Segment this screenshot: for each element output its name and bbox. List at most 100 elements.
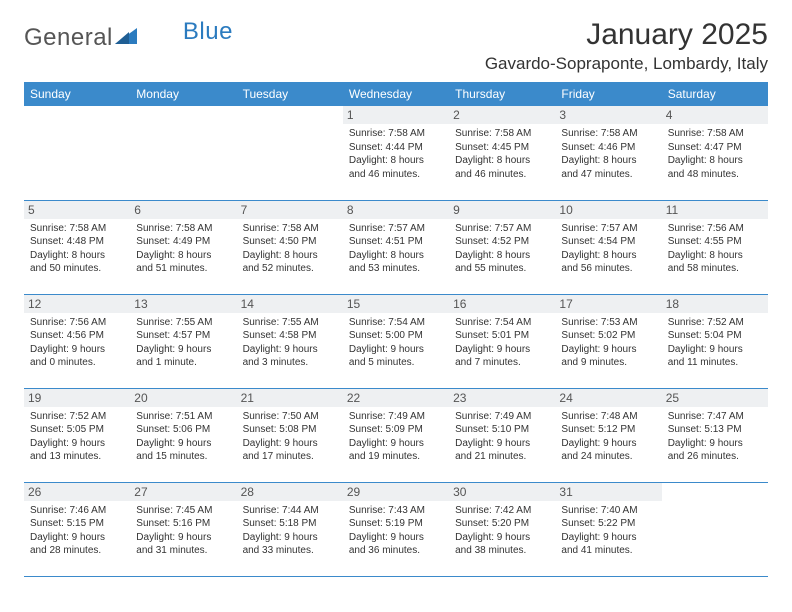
calendar-cell [24, 106, 130, 200]
day-d1: Daylight: 8 hours [30, 249, 124, 263]
day-sunset: Sunset: 4:46 PM [561, 141, 655, 155]
day-sunrise: Sunrise: 7:54 AM [349, 316, 443, 330]
day-detail: Sunrise: 7:43 AMSunset: 5:19 PMDaylight:… [349, 504, 443, 558]
day-detail: Sunrise: 7:40 AMSunset: 5:22 PMDaylight:… [561, 504, 655, 558]
day-d1: Daylight: 8 hours [561, 249, 655, 263]
day-d1: Daylight: 9 hours [668, 343, 762, 357]
weekday-header: Wednesday [343, 82, 449, 106]
day-d2: and 47 minutes. [561, 168, 655, 182]
day-detail: Sunrise: 7:57 AMSunset: 4:51 PMDaylight:… [349, 222, 443, 276]
day-detail: Sunrise: 7:58 AMSunset: 4:50 PMDaylight:… [243, 222, 337, 276]
day-d1: Daylight: 9 hours [561, 343, 655, 357]
day-detail: Sunrise: 7:46 AMSunset: 5:15 PMDaylight:… [30, 504, 124, 558]
weekday-header: Saturday [662, 82, 768, 106]
day-number: 15 [343, 295, 449, 313]
day-sunrise: Sunrise: 7:58 AM [349, 127, 443, 141]
day-sunset: Sunset: 4:48 PM [30, 235, 124, 249]
day-sunset: Sunset: 5:04 PM [668, 329, 762, 343]
day-detail: Sunrise: 7:58 AMSunset: 4:47 PMDaylight:… [668, 127, 762, 181]
day-sunset: Sunset: 5:09 PM [349, 423, 443, 437]
day-d2: and 15 minutes. [136, 450, 230, 464]
logo: General Blue [24, 18, 233, 52]
day-d2: and 38 minutes. [455, 544, 549, 558]
day-sunrise: Sunrise: 7:57 AM [455, 222, 549, 236]
calendar-cell: 5 Sunrise: 7:58 AMSunset: 4:48 PMDaylight… [24, 200, 130, 294]
day-number: 25 [662, 389, 768, 407]
day-detail: Sunrise: 7:58 AMSunset: 4:48 PMDaylight:… [30, 222, 124, 276]
day-sunset: Sunset: 5:22 PM [561, 517, 655, 531]
day-d2: and 56 minutes. [561, 262, 655, 276]
day-number: 5 [24, 201, 130, 219]
day-d1: Daylight: 8 hours [455, 154, 549, 168]
day-sunrise: Sunrise: 7:56 AM [668, 222, 762, 236]
day-number: 6 [130, 201, 236, 219]
day-detail: Sunrise: 7:57 AMSunset: 4:54 PMDaylight:… [561, 222, 655, 276]
day-sunrise: Sunrise: 7:46 AM [30, 504, 124, 518]
calendar-cell: 2 Sunrise: 7:58 AMSunset: 4:45 PMDaylight… [449, 106, 555, 200]
day-sunset: Sunset: 5:00 PM [349, 329, 443, 343]
day-detail: Sunrise: 7:50 AMSunset: 5:08 PMDaylight:… [243, 410, 337, 464]
day-number: 31 [555, 483, 661, 501]
day-sunrise: Sunrise: 7:52 AM [30, 410, 124, 424]
logo-mark-icon [115, 24, 137, 49]
day-sunset: Sunset: 4:56 PM [30, 329, 124, 343]
location: Gavardo-Sopraponte, Lombardy, Italy [485, 54, 768, 74]
calendar-cell: 4 Sunrise: 7:58 AMSunset: 4:47 PMDaylight… [662, 106, 768, 200]
day-sunrise: Sunrise: 7:42 AM [455, 504, 549, 518]
day-detail: Sunrise: 7:58 AMSunset: 4:49 PMDaylight:… [136, 222, 230, 276]
calendar-cell: 21Sunrise: 7:50 AMSunset: 5:08 PMDayligh… [237, 388, 343, 482]
weekday-header: Tuesday [237, 82, 343, 106]
day-detail: Sunrise: 7:58 AMSunset: 4:45 PMDaylight:… [455, 127, 549, 181]
calendar-cell: 18Sunrise: 7:52 AMSunset: 5:04 PMDayligh… [662, 294, 768, 388]
day-sunrise: Sunrise: 7:53 AM [561, 316, 655, 330]
day-number: 14 [237, 295, 343, 313]
day-sunrise: Sunrise: 7:45 AM [136, 504, 230, 518]
day-sunrise: Sunrise: 7:47 AM [668, 410, 762, 424]
day-detail: Sunrise: 7:55 AMSunset: 4:58 PMDaylight:… [243, 316, 337, 370]
day-number: 4 [662, 106, 768, 124]
calendar-cell: 3Sunrise: 7:58 AMSunset: 4:46 PMDaylight… [555, 106, 661, 200]
calendar-cell: 15Sunrise: 7:54 AMSunset: 5:00 PMDayligh… [343, 294, 449, 388]
calendar-cell: 20Sunrise: 7:51 AMSunset: 5:06 PMDayligh… [130, 388, 236, 482]
day-d2: and 17 minutes. [243, 450, 337, 464]
calendar-header-row: Sunday Monday Tuesday Wednesday Thursday… [24, 82, 768, 106]
day-d2: and 55 minutes. [455, 262, 549, 276]
day-sunset: Sunset: 5:02 PM [561, 329, 655, 343]
calendar-row: 26 Sunrise: 7:46 AMSunset: 5:15 PMDayligh… [24, 482, 768, 576]
day-d1: Daylight: 8 hours [561, 154, 655, 168]
day-detail: Sunrise: 7:49 AMSunset: 5:09 PMDaylight:… [349, 410, 443, 464]
calendar-cell: 11Sunrise: 7:56 AMSunset: 4:55 PMDayligh… [662, 200, 768, 294]
calendar-cell: 17Sunrise: 7:53 AMSunset: 5:02 PMDayligh… [555, 294, 661, 388]
calendar-row: 19Sunrise: 7:52 AMSunset: 5:05 PMDayligh… [24, 388, 768, 482]
day-d1: Daylight: 9 hours [455, 343, 549, 357]
day-number: 11 [662, 201, 768, 219]
day-detail: Sunrise: 7:52 AMSunset: 5:05 PMDaylight:… [30, 410, 124, 464]
calendar-cell: 24Sunrise: 7:48 AMSunset: 5:12 PMDayligh… [555, 388, 661, 482]
day-number: 2 [449, 106, 555, 124]
day-d1: Daylight: 8 hours [349, 249, 443, 263]
day-d2: and 50 minutes. [30, 262, 124, 276]
day-d2: and 1 minute. [136, 356, 230, 370]
day-sunrise: Sunrise: 7:44 AM [243, 504, 337, 518]
day-sunset: Sunset: 4:55 PM [668, 235, 762, 249]
weekday-header: Sunday [24, 82, 130, 106]
day-sunrise: Sunrise: 7:56 AM [30, 316, 124, 330]
day-number: 16 [449, 295, 555, 313]
day-number: 20 [130, 389, 236, 407]
day-d2: and 33 minutes. [243, 544, 337, 558]
day-d2: and 26 minutes. [668, 450, 762, 464]
day-sunrise: Sunrise: 7:51 AM [136, 410, 230, 424]
day-d1: Daylight: 9 hours [455, 531, 549, 545]
day-sunset: Sunset: 4:58 PM [243, 329, 337, 343]
day-d2: and 53 minutes. [349, 262, 443, 276]
day-number: 9 [449, 201, 555, 219]
day-d1: Daylight: 8 hours [136, 249, 230, 263]
calendar-cell: 16Sunrise: 7:54 AMSunset: 5:01 PMDayligh… [449, 294, 555, 388]
calendar-cell: 29Sunrise: 7:43 AMSunset: 5:19 PMDayligh… [343, 482, 449, 576]
day-number: 27 [130, 483, 236, 501]
day-number: 26 [24, 483, 130, 501]
day-sunset: Sunset: 4:45 PM [455, 141, 549, 155]
day-d1: Daylight: 9 hours [349, 437, 443, 451]
day-sunset: Sunset: 4:47 PM [668, 141, 762, 155]
weekday-header: Thursday [449, 82, 555, 106]
